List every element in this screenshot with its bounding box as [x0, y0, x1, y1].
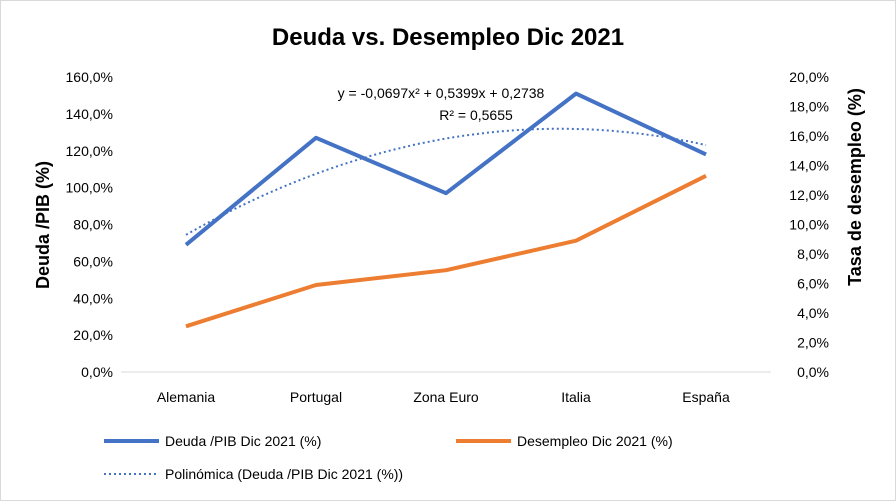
y-right-tick-label: 18,0% [789, 99, 829, 115]
y-left-tick-label: 40,0% [73, 290, 113, 306]
y-right-tick-label: 0,0% [797, 364, 829, 380]
y-right-tick-label: 12,0% [789, 187, 829, 203]
y-right-tick-label: 8,0% [797, 246, 829, 262]
y-left-tick-label: 100,0% [66, 180, 113, 196]
y-left-tick-label: 80,0% [73, 217, 113, 233]
series-line-desempleo [185, 174, 707, 329]
y-left-tick-label: 20,0% [73, 327, 113, 343]
y-right-tick-label: 6,0% [797, 276, 829, 292]
chart-title: Deuda vs. Desempleo Dic 2021 [272, 24, 624, 51]
y-left-tick-label: 0,0% [81, 364, 113, 380]
y-left-tick-label: 60,0% [73, 253, 113, 269]
legend-label-trendline: Polinómica (Deuda /PIB Dic 2021 (%)) [165, 466, 403, 482]
x-tick-label: Portugal [290, 389, 342, 405]
y-left-tick-label: 120,0% [66, 143, 113, 159]
x-tick-label: España [682, 389, 730, 405]
y-right-tick-label: 16,0% [789, 128, 829, 144]
trendline-equation: y = -0,0697x² + 0,5399x + 0,2738 [338, 85, 545, 101]
y-left-axis-title: Deuda /PIB (%) [33, 161, 53, 289]
y-right-tick-label: 14,0% [789, 158, 829, 174]
y-right-tick-label: 4,0% [797, 305, 829, 321]
y-right-tick-label: 20,0% [789, 69, 829, 85]
legend-label-desempleo: Desempleo Dic 2021 (%) [517, 433, 673, 449]
y-right-tick-label: 2,0% [797, 335, 829, 351]
trendline-r2: R² = 0,5655 [439, 107, 513, 123]
x-tick-label: Alemania [157, 389, 216, 405]
y-right-tick-label: 10,0% [789, 217, 829, 233]
series-line-deuda [184, 91, 707, 247]
y-left-tick-label: 160,0% [66, 69, 113, 85]
legend-label-deuda: Deuda /PIB Dic 2021 (%) [165, 433, 321, 449]
legend: Deuda /PIB Dic 2021 (%) Desempleo Dic 20… [104, 433, 673, 482]
x-tick-label: Italia [561, 389, 591, 405]
y-right-axis-title: Tasa de desempleo (%) [845, 88, 865, 286]
y-left-tick-label: 140,0% [66, 106, 113, 122]
x-tick-label: Zona Euro [413, 389, 479, 405]
